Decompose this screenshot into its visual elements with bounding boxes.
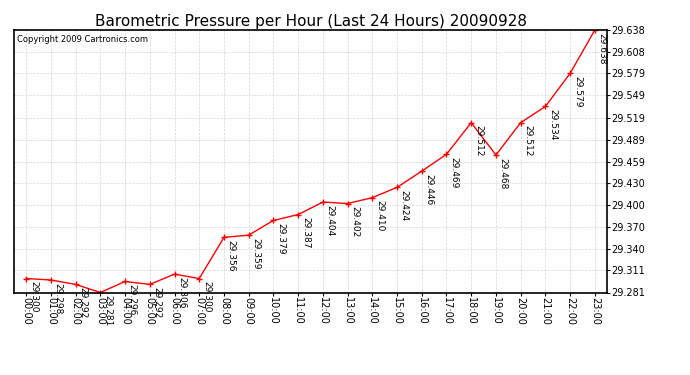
- Text: 29.281: 29.281: [103, 295, 112, 327]
- Text: 29.512: 29.512: [524, 125, 533, 157]
- Text: 29.379: 29.379: [276, 223, 285, 255]
- Text: 29.359: 29.359: [251, 238, 260, 269]
- Text: 29.446: 29.446: [424, 174, 433, 205]
- Text: 29.300: 29.300: [202, 281, 211, 313]
- Text: 29.468: 29.468: [499, 158, 508, 189]
- Text: 29.292: 29.292: [152, 287, 161, 318]
- Text: 29.306: 29.306: [177, 277, 186, 308]
- Text: 29.469: 29.469: [449, 157, 458, 188]
- Text: 29.356: 29.356: [227, 240, 236, 272]
- Text: 29.387: 29.387: [301, 217, 310, 249]
- Title: Barometric Pressure per Hour (Last 24 Hours) 20090928: Barometric Pressure per Hour (Last 24 Ho…: [95, 14, 526, 29]
- Text: 29.300: 29.300: [29, 281, 38, 313]
- Text: 29.410: 29.410: [375, 200, 384, 232]
- Text: 29.579: 29.579: [573, 76, 582, 108]
- Text: 29.402: 29.402: [351, 206, 359, 237]
- Text: Copyright 2009 Cartronics.com: Copyright 2009 Cartronics.com: [17, 35, 148, 44]
- Text: 29.512: 29.512: [474, 125, 483, 157]
- Text: 29.296: 29.296: [128, 284, 137, 316]
- Text: 29.638: 29.638: [598, 33, 607, 64]
- Text: 29.424: 29.424: [400, 190, 408, 221]
- Text: 29.298: 29.298: [54, 283, 63, 314]
- Text: 29.404: 29.404: [326, 205, 335, 236]
- Text: 29.534: 29.534: [548, 109, 557, 141]
- Text: 29.292: 29.292: [79, 287, 88, 318]
